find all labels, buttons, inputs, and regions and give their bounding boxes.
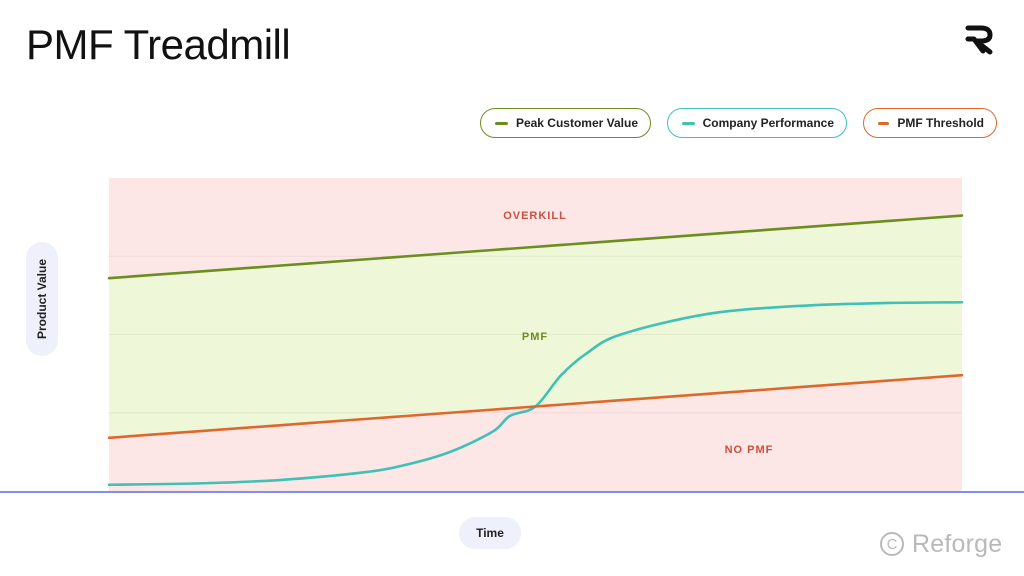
legend-item-threshold[interactable]: PMF Threshold: [863, 108, 997, 138]
series-line-peak-customer-value: [107, 214, 964, 280]
chart-legend: Peak Customer Value Company Performance …: [0, 108, 1024, 142]
x-axis-baseline: [0, 491, 1024, 493]
legend-line-peak: [495, 121, 508, 125]
series-line-company-performance: [107, 300, 964, 487]
y-axis-label: Product Value: [26, 242, 58, 356]
zone-label-no-pmf: NO PMF: [725, 444, 774, 456]
x-axis-label-text: Time: [476, 526, 504, 540]
legend-label-threshold: PMF Threshold: [897, 116, 984, 130]
x-axis-label: Time: [459, 517, 521, 549]
legend-item-peak[interactable]: Peak Customer Value: [480, 108, 651, 138]
legend-label-peak: Peak Customer Value: [515, 116, 638, 130]
reforge-watermark: C Reforge: [880, 526, 1002, 562]
copyright-icon: C: [880, 532, 904, 556]
legend-label-performance: Company Performance: [702, 116, 834, 130]
pmf-zone: [109, 215, 962, 438]
zone-label-pmf: PMF: [522, 331, 548, 343]
legend-line-performance: [682, 121, 695, 125]
page-title: PMF Treadmill: [26, 21, 291, 68]
reforge-logo-icon: [965, 25, 993, 55]
watermark-text: Reforge: [912, 529, 1003, 558]
series-line-pmf-threshold: [107, 373, 964, 440]
y-axis-label-text: Product Value: [35, 258, 49, 340]
legend-line-threshold: [878, 121, 890, 125]
legend-item-performance[interactable]: Company Performance: [667, 108, 847, 138]
zone-label-overkill: OVERKILL: [503, 210, 567, 222]
